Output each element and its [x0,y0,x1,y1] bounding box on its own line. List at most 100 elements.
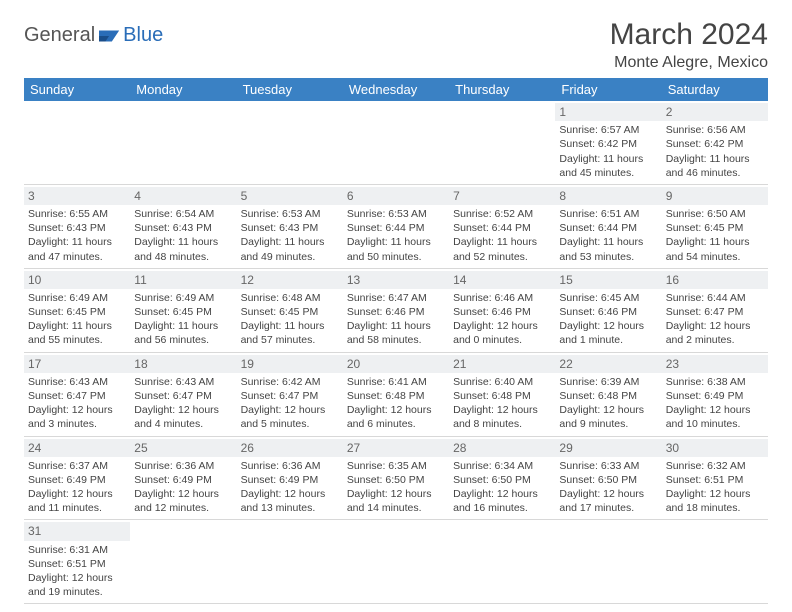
logo-text-blue: Blue [123,24,163,47]
cell-line: Daylight: 11 hours [134,235,232,249]
day-number: 3 [24,187,130,205]
cell-line: Daylight: 12 hours [559,487,657,501]
cell-line: Sunrise: 6:36 AM [241,459,339,473]
cell-line: Sunrise: 6:33 AM [559,459,657,473]
calendar-cell: 15Sunrise: 6:45 AMSunset: 6:46 PMDayligh… [555,268,661,352]
calendar-row: 17Sunrise: 6:43 AMSunset: 6:47 PMDayligh… [24,352,768,436]
calendar-cell [555,520,661,604]
cell-line: Sunset: 6:43 PM [134,221,232,235]
cell-line: Daylight: 12 hours [666,319,764,333]
calendar-cell: 23Sunrise: 6:38 AMSunset: 6:49 PMDayligh… [662,352,768,436]
day-number: 5 [237,187,343,205]
cell-line: Sunrise: 6:38 AM [666,375,764,389]
cell-line: Daylight: 12 hours [666,487,764,501]
logo-flag-icon [99,28,121,44]
cell-line: Sunrise: 6:44 AM [666,291,764,305]
cell-line: Daylight: 12 hours [347,403,445,417]
cell-line: Sunset: 6:46 PM [559,305,657,319]
day-number: 26 [237,439,343,457]
cell-line: Sunrise: 6:52 AM [453,207,551,221]
cell-line: Sunrise: 6:49 AM [134,291,232,305]
calendar-cell: 10Sunrise: 6:49 AMSunset: 6:45 PMDayligh… [24,268,130,352]
weekday-monday: Monday [130,78,236,101]
weekday-wednesday: Wednesday [343,78,449,101]
calendar-row: 10Sunrise: 6:49 AMSunset: 6:45 PMDayligh… [24,268,768,352]
calendar-table: Sunday Monday Tuesday Wednesday Thursday… [24,78,768,604]
calendar-cell: 13Sunrise: 6:47 AMSunset: 6:46 PMDayligh… [343,268,449,352]
day-number: 25 [130,439,236,457]
cell-line: Sunrise: 6:41 AM [347,375,445,389]
cell-line: Sunrise: 6:47 AM [347,291,445,305]
day-number: 17 [24,355,130,373]
calendar-cell [449,520,555,604]
day-number: 21 [449,355,555,373]
cell-line: Sunrise: 6:39 AM [559,375,657,389]
calendar-cell [130,101,236,184]
day-number: 28 [449,439,555,457]
calendar-cell [343,520,449,604]
cell-line: Daylight: 11 hours [28,235,126,249]
calendar-cell: 6Sunrise: 6:53 AMSunset: 6:44 PMDaylight… [343,184,449,268]
cell-line: Daylight: 11 hours [347,235,445,249]
cell-line: and 8 minutes. [453,417,551,431]
calendar-cell [24,101,130,184]
cell-line: and 2 minutes. [666,333,764,347]
calendar-cell: 12Sunrise: 6:48 AMSunset: 6:45 PMDayligh… [237,268,343,352]
calendar-cell: 26Sunrise: 6:36 AMSunset: 6:49 PMDayligh… [237,436,343,520]
cell-line: Sunrise: 6:42 AM [241,375,339,389]
cell-line: Daylight: 12 hours [134,487,232,501]
cell-line: Daylight: 12 hours [28,403,126,417]
cell-line: Sunset: 6:46 PM [347,305,445,319]
day-number: 9 [662,187,768,205]
day-number: 13 [343,271,449,289]
calendar-cell: 16Sunrise: 6:44 AMSunset: 6:47 PMDayligh… [662,268,768,352]
logo-text-general: General [24,24,95,47]
cell-line: Daylight: 12 hours [134,403,232,417]
cell-line: Daylight: 12 hours [347,487,445,501]
calendar-cell: 1Sunrise: 6:57 AMSunset: 6:42 PMDaylight… [555,101,661,184]
cell-line: and 11 minutes. [28,501,126,515]
cell-line: and 57 minutes. [241,333,339,347]
cell-line: Sunset: 6:45 PM [666,221,764,235]
weekday-header-row: Sunday Monday Tuesday Wednesday Thursday… [24,78,768,101]
calendar-cell: 28Sunrise: 6:34 AMSunset: 6:50 PMDayligh… [449,436,555,520]
day-number: 10 [24,271,130,289]
cell-line: and 13 minutes. [241,501,339,515]
cell-line: Sunset: 6:49 PM [134,473,232,487]
cell-line: Sunset: 6:48 PM [453,389,551,403]
calendar-cell: 17Sunrise: 6:43 AMSunset: 6:47 PMDayligh… [24,352,130,436]
cell-line: and 10 minutes. [666,417,764,431]
cell-line: and 52 minutes. [453,250,551,264]
cell-line: and 5 minutes. [241,417,339,431]
cell-line: Sunrise: 6:55 AM [28,207,126,221]
weekday-friday: Friday [555,78,661,101]
calendar-cell [343,101,449,184]
cell-line: Daylight: 12 hours [453,487,551,501]
day-number: 19 [237,355,343,373]
cell-line: and 3 minutes. [28,417,126,431]
cell-line: Sunset: 6:43 PM [241,221,339,235]
calendar-cell: 5 Sunrise: 6:53 AMSunset: 6:43 PMDaylight… [237,184,343,268]
cell-line: Sunset: 6:48 PM [347,389,445,403]
calendar-body: 1Sunrise: 6:57 AMSunset: 6:42 PMDaylight… [24,101,768,604]
day-number: 1 [555,103,661,121]
cell-line: Sunset: 6:50 PM [347,473,445,487]
cell-line: Sunset: 6:50 PM [559,473,657,487]
cell-line: Sunset: 6:44 PM [559,221,657,235]
cell-line: Daylight: 11 hours [666,235,764,249]
month-title: March 2024 [610,18,768,52]
cell-line: and 6 minutes. [347,417,445,431]
cell-line: and 49 minutes. [241,250,339,264]
cell-line: and 55 minutes. [28,333,126,347]
cell-line: Daylight: 12 hours [28,487,126,501]
cell-line: Daylight: 12 hours [453,403,551,417]
day-number: 24 [24,439,130,457]
cell-line: Sunrise: 6:31 AM [28,543,126,557]
cell-line: Daylight: 11 hours [241,235,339,249]
cell-line: Sunset: 6:49 PM [241,473,339,487]
day-number: 20 [343,355,449,373]
calendar-cell: 29Sunrise: 6:33 AMSunset: 6:50 PMDayligh… [555,436,661,520]
day-number: 2 [662,103,768,121]
cell-line: Sunrise: 6:53 AM [241,207,339,221]
calendar-cell: 27Sunrise: 6:35 AMSunset: 6:50 PMDayligh… [343,436,449,520]
